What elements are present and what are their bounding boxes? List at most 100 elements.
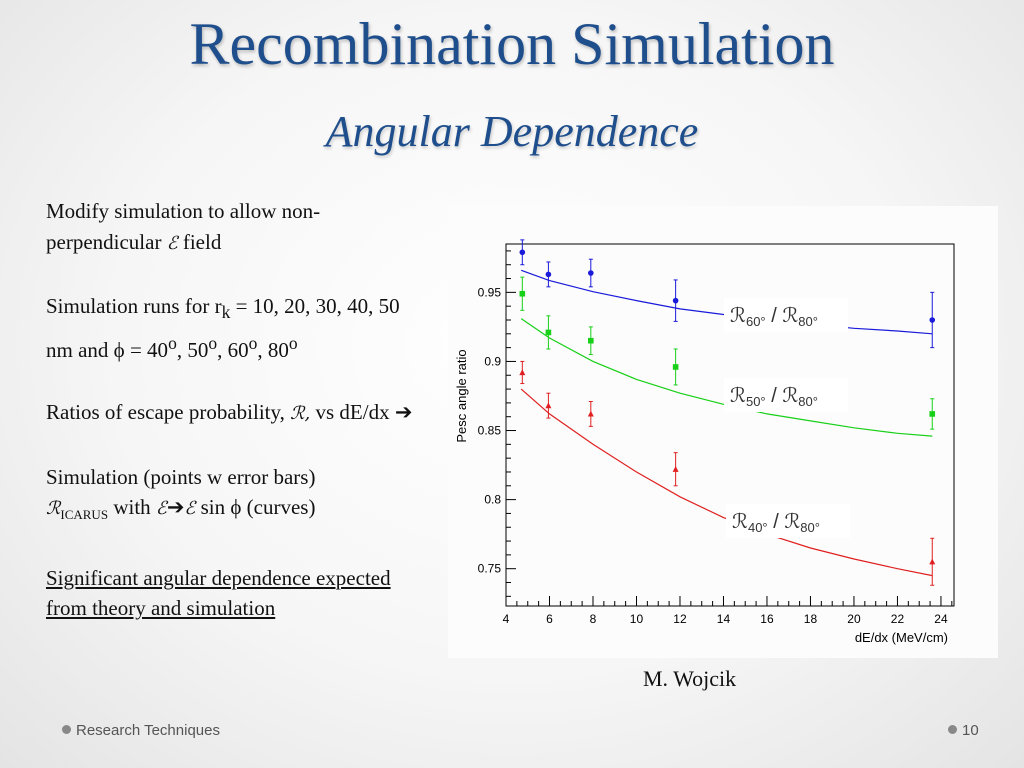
series-label-background [724,378,848,412]
data-point [519,369,526,376]
label-slash: / [768,511,785,533]
data-point [545,329,552,336]
text-curves: sin ϕ (curves) [195,495,316,520]
degree-mark: o [208,332,218,353]
text-simulation: Simulation (points w error bars) [46,464,316,489]
series-label-0: ℛ60° / ℛ80° [724,298,848,332]
text-angle-50: , 50 [176,337,209,362]
text-angle-80: , 80 [257,337,289,362]
data-point [519,290,526,297]
y-axis-label: Pesc angle ratio [454,349,469,442]
label-slash: / [766,385,783,407]
data-point [929,317,936,323]
x-tick-label: 12 [673,612,687,626]
x-tick-label: 6 [546,612,553,626]
label-slash: / [766,305,783,327]
label-symbol: ℛ [732,511,748,533]
series-label-2: ℛ40° / ℛ80° [726,504,850,538]
label-subscript: 80° [798,394,818,409]
label-symbol: ℛ [782,385,798,407]
fit-curve-1 [520,318,933,437]
data-point [929,411,936,417]
right-arrow-icon: ➔ [166,495,185,520]
footer-section-label: Research Techniques [76,722,220,739]
series-label-background [724,298,848,332]
series-label-1: ℛ50° / ℛ80° [724,378,848,412]
slide-title: Recombination Simulation [189,11,835,77]
x-axis-label: dE/dx (MeV/cm) [855,630,948,645]
series-label-background [726,504,850,538]
degree-mark: o [168,332,177,353]
data-point [545,271,552,278]
footer-left: Research Techniques [62,722,220,739]
field-symbol: ℰ [155,498,167,520]
icarus-subscript: ICARUS [60,507,109,523]
plot-panel: 4 6 8 10 12 14 16 18 20 22 24 0.75 0.8 0.85 0.9 0.95 ℛ6… [448,206,998,658]
data-point [672,297,679,304]
degree-mark: o [288,332,298,353]
footer-dot-icon [948,725,957,734]
paragraph-conclusion: Significant angular dependence expected … [46,565,391,621]
footer-right: 10 [948,722,979,739]
credit-author: M. Wojcik [643,666,737,691]
paragraph-modify: Modify simulation to allow non-perpendic… [46,196,418,259]
x-tick-label: 4 [503,612,510,626]
x-tick-label: 14 [717,612,731,626]
series-label-text: ℛ60° / ℛ80° [730,305,818,329]
label-subscript: 50° [746,394,766,409]
x-tick-label: 22 [891,612,905,626]
x-tick-label: 8 [590,612,597,626]
text-angle-60: , 60 [217,337,249,362]
text-field: field [182,229,222,254]
label-subscript: 60° [746,314,766,329]
data-point [672,466,679,472]
text-run-values: = 10, 20, 30, 40, 50 nm and ϕ = 40 [46,294,400,362]
label-subscript: 80° [800,520,820,535]
text-ratios: Ratios of escape probability, [46,400,285,425]
field-symbol: ℰ [166,232,178,254]
paragraph-ratios: Ratios of escape probability, ℛ, vs dE/d… [46,397,418,430]
text-modify: Modify simulation to allow non-perpendic… [46,199,321,254]
data-point [519,249,526,256]
y-tick-label: 0.95 [478,285,502,299]
label-symbol: ℛ [730,305,746,327]
x-tick-label: 10 [630,612,644,626]
degree-mark: o [248,332,258,353]
data-point [672,364,679,370]
label-symbol: ℛ [730,385,746,407]
paragraph-runs: Simulation runs for rk = 10, 20, 30, 40,… [46,291,418,365]
label-symbol: ℛ [782,305,798,327]
slide-subtitle: Angular Dependence [325,107,699,156]
x-tick-label: 20 [847,612,861,626]
x-tick-label: 16 [760,612,774,626]
angle-ratio-chart: 4 6 8 10 12 14 16 18 20 22 240.750.80.850.90.95 ℛ6… [454,239,955,645]
rk-subscript: k [221,302,231,323]
data-point [587,410,594,417]
data-point [588,337,594,344]
y-tick-label: 0.75 [478,562,502,576]
data-point [588,270,594,276]
bullet-text-block: Modify simulation to allow non-perpendic… [46,196,418,656]
ratio-symbol: ℛ, [290,403,311,425]
paragraph-simulation: Simulation (points w error bars) ℛICARUS… [46,462,418,531]
ratio-symbol: ℛ [46,498,61,520]
slide-number: 10 [962,722,979,739]
text-runs: Simulation runs for r [46,294,222,318]
right-arrow-icon: ➔ [394,400,413,425]
series-label-text: ℛ50° / ℛ80° [730,385,818,409]
y-tick-label: 0.9 [484,354,501,368]
y-tick-label: 0.8 [484,493,501,507]
field-symbol: ℰ [184,498,196,520]
fit-curve-2 [520,388,933,577]
text-with: with [108,495,156,520]
x-tick-label: 18 [804,612,818,626]
label-symbol: ℛ [784,511,800,533]
data-point [545,402,552,409]
label-subscript: 40° [748,520,768,535]
plot-frame [505,243,955,607]
y-tick-label: 0.85 [478,424,502,438]
text-vs: vs dE/dx [315,400,390,425]
x-tick-label: 24 [934,612,948,626]
footer-dot-icon [62,725,71,734]
label-subscript: 80° [798,314,818,329]
